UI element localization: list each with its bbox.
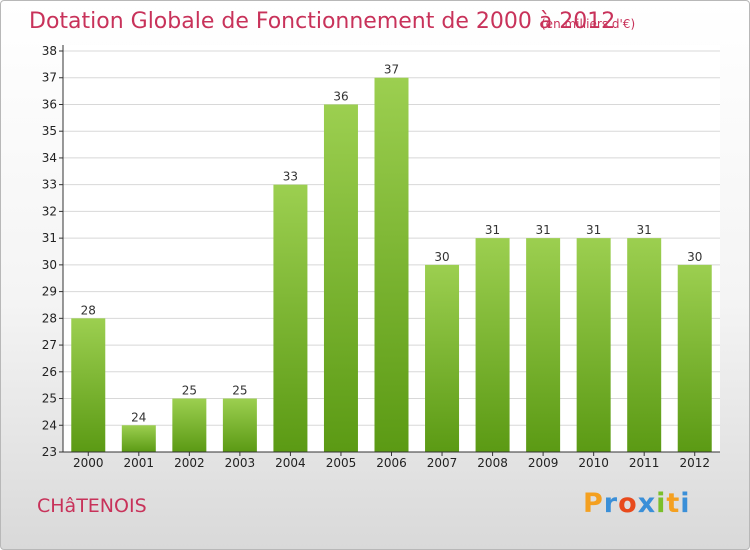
x-tick-label-2004: 2004 — [275, 456, 306, 470]
logo-letter: r — [603, 488, 619, 519]
x-axis-tick-labels: 2000 2001 2002 2003 2004 2005 2006 2007 2008 2009… — [73, 452, 710, 470]
y-tick-label: 29 — [42, 285, 57, 299]
y-tick-label: 27 — [42, 338, 57, 352]
y-tick-label: 37 — [42, 71, 57, 85]
bar-2001 — [121, 425, 156, 452]
logo-letter: P — [583, 488, 604, 519]
y-tick-label: 28 — [42, 311, 57, 325]
x-tick-label-2009: 2009 — [528, 456, 559, 470]
x-tick-label-2008: 2008 — [477, 456, 508, 470]
x-tick-label-2003: 2003 — [225, 456, 256, 470]
bar-2008 — [475, 238, 510, 452]
data-label-2005: 36 — [333, 89, 348, 103]
y-tick-label: 36 — [42, 97, 57, 111]
x-tick-label-2005: 2005 — [326, 456, 357, 470]
y-tick-label: 34 — [42, 151, 57, 165]
logo-letter: i — [680, 488, 691, 519]
bar-2004 — [273, 184, 308, 452]
y-tick-label: 26 — [42, 365, 57, 379]
y-tick-label: 30 — [42, 258, 57, 272]
bars: 28 24 25 25 33 36 37 30 31 31 31 31 30 — [71, 63, 712, 452]
bar-2007 — [425, 264, 460, 452]
commune-name: CHâTENOIS — [37, 495, 147, 517]
data-label-2006: 37 — [384, 63, 399, 77]
bar-2010 — [576, 238, 611, 452]
y-tick-label: 38 — [42, 44, 57, 58]
y-tick-label: 31 — [42, 231, 57, 245]
y-axis-tick-labels: 23 24 25 26 27 28 29 30 31 32 33 34 35 36 37 38 — [42, 44, 63, 459]
x-tick-label-2001: 2001 — [124, 456, 155, 470]
y-tick-label: 33 — [42, 178, 57, 192]
bar-2000 — [71, 318, 106, 452]
data-label-2004: 33 — [283, 170, 298, 184]
logo-letter: x — [637, 488, 657, 519]
data-label-2003: 25 — [232, 384, 247, 398]
x-tick-label-2010: 2010 — [578, 456, 609, 470]
y-tick-label: 23 — [42, 445, 57, 459]
data-label-2009: 31 — [535, 223, 550, 237]
bar-2002 — [172, 398, 207, 452]
chart-title: Dotation Globale de Fonctionnement de 20… — [29, 9, 616, 34]
logo-letter: o — [618, 488, 638, 519]
data-label-2001: 24 — [131, 410, 146, 424]
bar-2003 — [222, 398, 257, 452]
bar-2006 — [374, 77, 409, 452]
x-tick-label-2002: 2002 — [174, 456, 205, 470]
proxiti-logo: Proxiti — [583, 488, 691, 519]
x-tick-label-2012: 2012 — [679, 456, 710, 470]
x-tick-label-2006: 2006 — [376, 456, 407, 470]
data-label-2007: 30 — [434, 250, 449, 264]
x-tick-label-2011: 2011 — [629, 456, 660, 470]
chart-subtitle: (en milliers d'€) — [541, 17, 636, 31]
data-label-2000: 28 — [81, 303, 96, 317]
bar-2012 — [677, 264, 712, 452]
data-label-2012: 30 — [687, 250, 702, 264]
x-tick-label-2000: 2000 — [73, 456, 104, 470]
y-tick-label: 25 — [42, 392, 57, 406]
bar-2011 — [627, 238, 662, 452]
y-tick-label: 35 — [42, 124, 57, 138]
data-label-2002: 25 — [182, 384, 197, 398]
y-tick-label: 32 — [42, 204, 57, 218]
logo-letter: i — [656, 488, 667, 519]
logo-letter: t — [666, 488, 681, 519]
data-label-2011: 31 — [637, 223, 652, 237]
data-label-2010: 31 — [586, 223, 601, 237]
data-label-2008: 31 — [485, 223, 500, 237]
x-tick-label-2007: 2007 — [427, 456, 458, 470]
y-tick-label: 24 — [42, 418, 57, 432]
bar-2005 — [323, 104, 358, 452]
bar-2009 — [526, 238, 561, 452]
